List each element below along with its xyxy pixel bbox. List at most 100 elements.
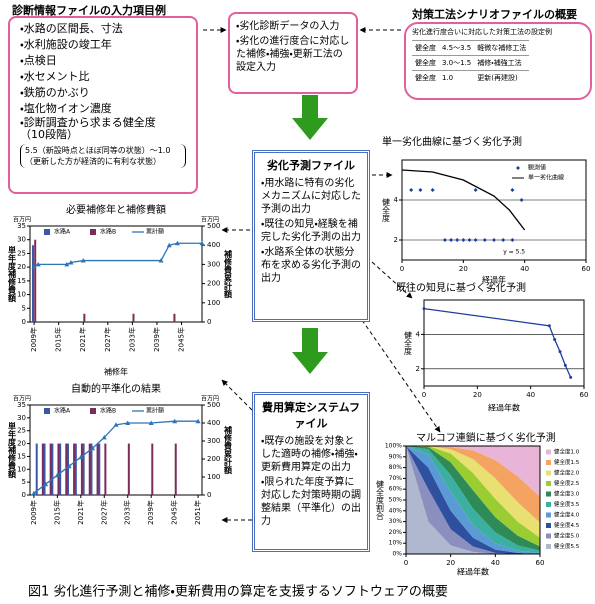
input-note: 5.5（新設時点とほぼ同等の状態）～1.0（更新した方が経済的に有利な状態）	[20, 144, 186, 168]
bar	[65, 443, 68, 495]
x-tick-label: 2039年	[152, 327, 161, 352]
legend-label: 水路A	[54, 228, 71, 236]
line-marker	[558, 350, 562, 354]
y2-tick-label: 0	[207, 318, 211, 326]
y2-axis-label: 補修費累計額	[223, 425, 233, 475]
line-marker	[78, 454, 84, 460]
point	[455, 238, 460, 242]
legend-swatch	[546, 502, 551, 507]
x-tick-label: 20	[446, 559, 455, 567]
y-tick-label: 4	[394, 196, 399, 204]
area	[406, 446, 540, 554]
bar	[151, 443, 154, 495]
y-tick-label: 0%	[392, 551, 402, 558]
y-tick-label: 40%	[389, 507, 403, 514]
legend-label: 健全度3.5	[554, 500, 580, 508]
cost-item: ・限られた年度予算に対応した対策時期の調整結果（平準化）の出力	[261, 477, 361, 527]
plot-frame	[401, 159, 587, 261]
x-tick-label: 2015年	[52, 500, 61, 525]
annotation: y = 5.5	[503, 249, 525, 256]
legend-swatch	[44, 408, 50, 414]
y-tick-label: 0	[22, 491, 26, 499]
y-tick-label: 20%	[389, 529, 403, 536]
line-marker	[66, 463, 72, 469]
x-tick-label: 2009年	[29, 327, 38, 352]
point	[510, 238, 515, 242]
legend-label: 累計額	[146, 407, 164, 415]
bar	[174, 443, 177, 495]
y2-tick-label: 200	[207, 280, 220, 288]
x-tick-label: 2051年	[193, 500, 202, 525]
line-marker	[113, 422, 119, 427]
y2-tick-label: 400	[207, 419, 220, 427]
cell: 健全度	[412, 55, 439, 71]
y-tick-label: 10%	[389, 540, 403, 547]
legend-swatch	[546, 544, 551, 549]
point	[482, 238, 487, 242]
x-tick-label: 2009年	[29, 500, 38, 525]
arrow	[361, 319, 441, 433]
plot-frame	[29, 225, 203, 323]
point	[501, 238, 506, 242]
y-unit: 百万円	[13, 396, 31, 403]
legend-swatch	[44, 229, 50, 235]
y2-tick-label: 400	[207, 241, 220, 249]
input-step-box: ・劣化診断データの入力 ・劣化の進行度合に対応した補修・補強・更新工法の設定入力	[228, 12, 358, 94]
prediction-item: ・既往の知見・経験を補完した劣化予測の出力	[261, 219, 361, 243]
bar	[127, 443, 130, 495]
line-marker	[54, 472, 60, 478]
input-item: ・塩化物イオン濃度	[20, 102, 112, 115]
scenario-title: 対策工法シナリオファイルの概要	[412, 8, 577, 21]
x-tick-label: 0	[422, 391, 426, 399]
legend-label: 水路B	[100, 407, 116, 415]
prediction-item: ・水路系全体の状態分布を求める劣化予測の出力	[261, 247, 361, 284]
point	[519, 198, 524, 202]
scenario-table: 健全度 4.5～3.5 軽微な補修工法 健全度 3.0～1.5 補修・補強工法 健全度 1…	[412, 40, 530, 85]
legend-swatch	[90, 408, 96, 414]
x-tick-label: 2027年	[103, 327, 112, 352]
bar	[98, 443, 101, 495]
y2-tick-label: 200	[207, 455, 220, 463]
area	[406, 446, 540, 538]
line-marker	[90, 445, 96, 451]
y2-tick-label: 100	[207, 299, 220, 307]
y-axis-label: 健全度	[382, 197, 391, 223]
x-tick-label: 2045年	[170, 500, 179, 525]
y-unit: 百万円	[13, 217, 31, 224]
bar	[173, 313, 176, 322]
legend-label: 累計額	[146, 228, 164, 236]
legend-label: 健全度1.5	[554, 458, 580, 466]
point	[510, 188, 515, 192]
legend-label: 単一劣化曲線	[528, 174, 564, 182]
legend-label: 健全度2.0	[554, 469, 580, 477]
prediction-title: 劣化予測ファイル	[267, 159, 355, 172]
cell: 1.0	[439, 70, 475, 85]
plot-frame	[423, 299, 585, 387]
y-axis-label: 単年度補修費額	[7, 245, 17, 303]
input-title: 診断情報ファイルの入力項目例	[12, 4, 166, 17]
input-box: ・水路の区間長、寸法 ・水利施設の竣工年 ・点検日 ・水セメント比 ・鉄筋のかぶ…	[8, 16, 198, 194]
chart-title: 単一劣化曲線に基づく劣化予測	[382, 135, 522, 148]
cost-title: 費用算定システムファイル	[261, 401, 360, 430]
line	[423, 307, 572, 378]
bar	[57, 443, 60, 495]
bar	[31, 245, 34, 322]
legend-swatch	[546, 491, 551, 497]
input-item: ・点検日	[20, 54, 57, 67]
legend-swatch	[546, 481, 551, 486]
scenario-box: 劣化進行度合いに対応した対策工法の設定例 健全度 4.5～3.5 軽微な補修工法 健…	[404, 22, 592, 100]
x-tick-label: 60	[580, 391, 589, 399]
y-tick-label: 100%	[385, 443, 402, 450]
line-marker	[80, 258, 86, 263]
bar	[34, 239, 37, 322]
area	[406, 446, 540, 551]
y-tick-label: 35	[17, 222, 26, 230]
bar	[73, 443, 76, 495]
cell: 3.0～1.5	[439, 55, 475, 71]
arrow	[221, 379, 253, 411]
legend-label: 観測値	[528, 164, 546, 172]
legend-label: 健全度1.0	[554, 448, 580, 456]
bar	[35, 443, 38, 495]
y-tick-label: 0	[22, 318, 26, 326]
